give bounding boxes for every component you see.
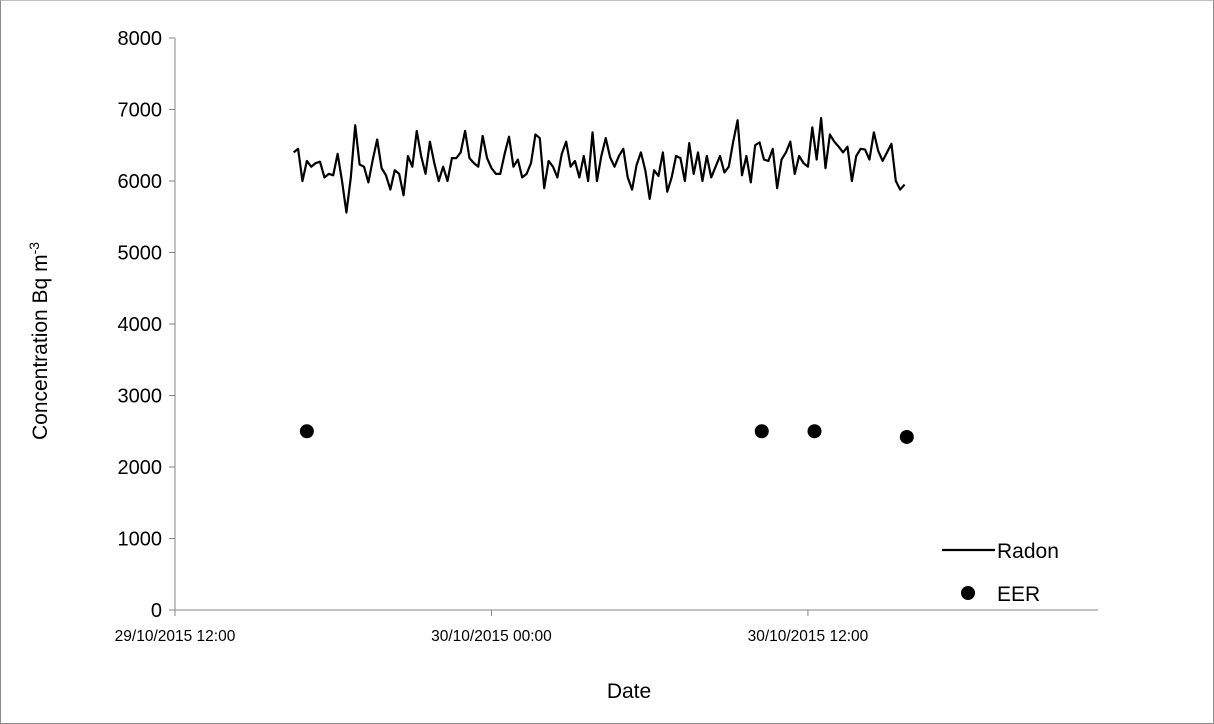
eer-point bbox=[899, 429, 914, 444]
y-tick-label: 0 bbox=[151, 600, 162, 622]
y-tick-label: 4000 bbox=[118, 314, 163, 336]
legend-eer-label: EER bbox=[997, 583, 1040, 606]
legend-eer-swatch bbox=[961, 586, 975, 600]
radon-series-line bbox=[292, 116, 906, 214]
y-tick-label: 1000 bbox=[118, 529, 163, 551]
x-tick-label: 30/10/2015 12:00 bbox=[748, 628, 869, 645]
x-tick-label: 29/10/2015 12:00 bbox=[115, 628, 236, 645]
legend: Radon EER bbox=[942, 540, 1059, 606]
y-axis-title-text: Concentration Bq m bbox=[29, 254, 52, 440]
eer-point bbox=[754, 424, 769, 439]
legend-radon-label: Radon bbox=[997, 540, 1059, 563]
x-axis: 29/10/2015 12:00 30/10/2015 00:00 30/10/20… bbox=[115, 609, 1098, 645]
series-layer bbox=[292, 116, 914, 444]
y-tick-label: 3000 bbox=[118, 386, 163, 408]
x-axis-title: Date bbox=[607, 680, 651, 703]
eer-point bbox=[807, 424, 822, 439]
y-tick-label: 8000 bbox=[118, 28, 163, 50]
y-axis-title: Concentration Bq m-3 bbox=[26, 242, 52, 440]
y-tick-label: 2000 bbox=[118, 457, 163, 479]
y-tick-label: 5000 bbox=[118, 243, 163, 265]
x-tick-label: 30/10/2015 00:00 bbox=[431, 628, 552, 645]
y-tick-label: 6000 bbox=[118, 171, 163, 193]
y-tick-label: 7000 bbox=[118, 100, 163, 122]
y-axis-title-superscript: -3 bbox=[26, 242, 42, 255]
y-axis: 0 1000 2000 3000 4000 5000 6000 7000 8000 bbox=[118, 28, 176, 622]
eer-point bbox=[299, 424, 314, 439]
